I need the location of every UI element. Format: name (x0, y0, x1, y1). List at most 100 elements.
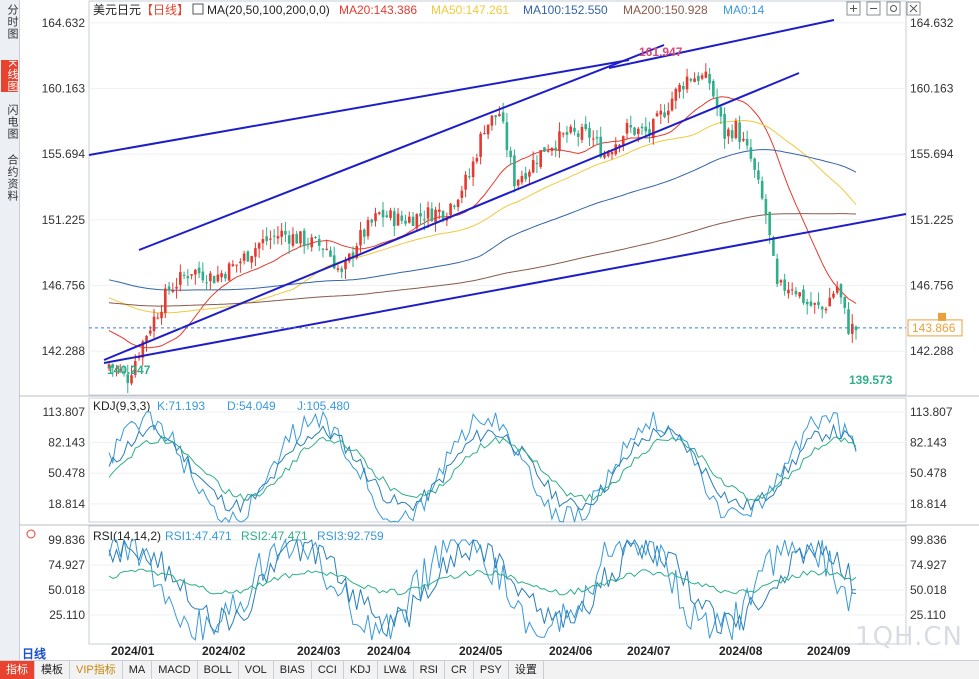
tab-vol[interactable]: VOL (239, 661, 274, 679)
price-panel-frame (88, 0, 907, 396)
candle-body (179, 272, 182, 285)
kdj-tick-right: 50.478 (910, 466, 947, 480)
candle-body (640, 126, 644, 129)
rsi1-line (108, 538, 857, 638)
ma-legend-item: MA20:143.386 (339, 3, 417, 17)
candle-body (528, 171, 531, 177)
side-tab-timeshare[interactable]: 分时图 (6, 4, 18, 40)
side-tab-lightning[interactable]: 闪电图 (6, 104, 18, 140)
candle-body (381, 209, 385, 218)
candle-body (366, 220, 370, 237)
candle-body (456, 199, 460, 207)
kdj-tick-right: 82.143 (910, 436, 947, 450)
chart-canvas: 164.632 164.632 160.163 160.163 155.694 155.6… (19, 0, 979, 658)
candle-body (603, 154, 606, 158)
tab-macd[interactable]: MACD (152, 661, 198, 679)
tab-templates[interactable]: 模板 (35, 661, 70, 679)
candle-body (265, 236, 268, 241)
candle-body (197, 267, 201, 274)
candle-body (408, 216, 411, 223)
candle-body (606, 152, 610, 157)
trendline-lower-channel (103, 72, 800, 361)
x-axis-label: 2024/06 (549, 644, 593, 658)
candle-body (209, 273, 212, 282)
candle-body (783, 279, 786, 291)
candle-body (194, 269, 197, 275)
tab-cr[interactable]: CR (445, 661, 474, 679)
kdj-tick-left: 113.807 (43, 405, 86, 419)
candle-body (625, 123, 629, 134)
ma-legend-item: MA100:152.550 (523, 3, 608, 17)
rsi-tick-left: 99.836 (48, 533, 85, 547)
side-tab-kline[interactable]: K线图 (1, 60, 18, 93)
price-tick-left: 160.163 (42, 81, 86, 95)
candle-body (659, 110, 663, 115)
candle-body (291, 234, 295, 246)
candle-body (490, 115, 494, 126)
candle-body (122, 371, 126, 373)
candle-body (224, 273, 227, 279)
candle-body (235, 264, 238, 266)
kdj-tick-left: 18.814 (48, 497, 85, 511)
x-axis-label: 2024/02 (202, 644, 246, 658)
candle-body (310, 237, 314, 248)
tab-psy[interactable]: PSY (474, 661, 509, 679)
tab-ma[interactable]: MA (123, 661, 153, 679)
current-price-box (907, 319, 963, 337)
rsi-legend-item: RSI3:92.759 (317, 529, 384, 543)
candle-body (118, 369, 122, 371)
tab-vip-indicators[interactable]: VIP指标 (70, 661, 123, 679)
candle-body (148, 330, 152, 334)
candle-body (434, 209, 437, 223)
candle-body (802, 289, 805, 304)
candle-body (317, 238, 321, 246)
tab-lw[interactable]: LW& (378, 661, 414, 679)
candle-body (212, 276, 216, 284)
settings-icon (886, 1, 901, 16)
candle-body (633, 127, 636, 135)
candle-body (261, 239, 265, 244)
x-axis-label: 2024/08 (719, 644, 763, 658)
rsi-tick-left: 50.018 (48, 583, 85, 597)
candle-body (160, 311, 163, 319)
tab-kdj[interactable]: KDJ (344, 661, 378, 679)
x-axis-label: 2024/09 (807, 644, 851, 658)
tab-settings[interactable]: 设置 (509, 661, 544, 679)
rsi-tick-right: 74.927 (910, 558, 947, 572)
candle-body (685, 76, 689, 90)
candle-body (216, 274, 220, 282)
rsi-tick-right: 99.836 (910, 533, 947, 547)
candle-body (498, 114, 501, 116)
side-tab-contract-info[interactable]: 合约资料 (6, 154, 18, 202)
candle-body (629, 125, 633, 128)
high-annotation: 161.947 (639, 45, 683, 59)
price-tick-right: 155.694 (910, 147, 954, 161)
low-annotation: 139.573 (849, 373, 893, 387)
tab-indicators[interactable]: 指标 (0, 661, 35, 679)
candle-body (674, 88, 678, 101)
tab-boll[interactable]: BOLL (198, 661, 239, 679)
candle-body (449, 203, 452, 216)
candle-body (404, 220, 407, 224)
candle-body (438, 209, 441, 212)
period-button[interactable]: 日线 (22, 647, 47, 661)
candle-body (133, 361, 137, 375)
candle-body (712, 80, 715, 97)
tab-rsi[interactable]: RSI (414, 661, 445, 679)
candle-body (749, 147, 753, 159)
candle-body (321, 248, 325, 250)
candle-body (239, 261, 242, 264)
candle-body (344, 260, 347, 270)
candle-body (130, 375, 133, 384)
candle-body (227, 263, 231, 281)
price-tick-right: 142.288 (910, 344, 954, 358)
kdj-legend-item: J:105.480 (297, 399, 350, 413)
candle-body (644, 126, 648, 132)
candle-body (689, 78, 693, 81)
candle-body (201, 271, 205, 281)
candle-body (362, 229, 366, 237)
tab-cci[interactable]: CCI (312, 661, 344, 679)
tab-bias[interactable]: BIAS (274, 661, 312, 679)
candle-body (516, 179, 520, 186)
candle-body (655, 113, 659, 117)
